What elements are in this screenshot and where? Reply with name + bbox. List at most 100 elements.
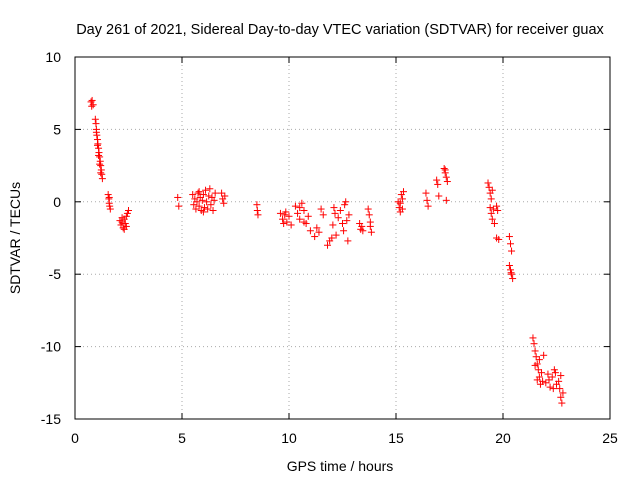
data-point (253, 206, 261, 214)
data-point (300, 206, 308, 214)
data-point (202, 186, 210, 194)
data-point (285, 212, 293, 220)
data-point (441, 166, 449, 174)
data-point (559, 389, 567, 397)
x-tick-label: 0 (71, 430, 79, 446)
data-point (399, 188, 407, 196)
data-point (494, 206, 502, 214)
data-point (195, 202, 203, 210)
data-point (336, 206, 344, 214)
data-point (193, 198, 201, 206)
x-axis-label: GPS time / hours (287, 458, 394, 474)
data-point (96, 160, 104, 168)
data-point (506, 266, 514, 274)
data-point (93, 141, 101, 149)
data-point (95, 151, 103, 159)
data-point (105, 193, 113, 201)
data-point (343, 217, 351, 225)
x-tick-label: 15 (388, 430, 404, 446)
data-point (174, 193, 182, 201)
data-point (535, 356, 543, 364)
data-point (313, 224, 321, 232)
data-point (122, 212, 130, 220)
data-point (358, 222, 366, 230)
data-point (279, 215, 287, 223)
data-point (315, 228, 323, 236)
data-point (324, 241, 332, 249)
data-point (538, 369, 546, 377)
data-point (507, 269, 515, 277)
data-point (549, 385, 557, 393)
data-point (98, 175, 106, 183)
data-point (331, 209, 339, 217)
data-point (545, 376, 553, 384)
plot-frame (74, 56, 611, 420)
data-point (548, 373, 556, 381)
data-point (298, 199, 306, 207)
data-point (199, 191, 207, 199)
data-point (485, 183, 493, 191)
data-point (345, 211, 353, 219)
data-point (550, 366, 558, 374)
x-tick-label: 25 (602, 430, 618, 446)
data-point (97, 169, 105, 177)
data-point (531, 361, 539, 369)
data-point (119, 224, 127, 232)
data-point (220, 199, 228, 207)
y-tick-label: 0 (53, 194, 61, 210)
data-point (493, 202, 501, 210)
data-point (206, 185, 214, 193)
data-point (434, 180, 442, 188)
data-points (87, 96, 567, 407)
data-point (291, 202, 299, 210)
data-point (364, 205, 372, 213)
data-point (332, 231, 340, 239)
data-point (539, 377, 547, 385)
data-point (557, 393, 565, 401)
data-point (489, 205, 497, 213)
data-point (531, 347, 539, 355)
data-point (509, 275, 517, 283)
data-point (339, 220, 346, 228)
data-point (300, 218, 308, 226)
data-point (198, 196, 206, 204)
data-point (534, 366, 542, 374)
data-point (330, 204, 338, 212)
data-point (207, 201, 215, 209)
data-point (442, 173, 450, 181)
data-point (366, 222, 374, 230)
data-point (435, 192, 443, 200)
data-point (96, 153, 104, 161)
data-point (424, 202, 432, 210)
data-point (287, 221, 295, 229)
data-point (555, 377, 563, 385)
data-point (311, 233, 319, 241)
grid (75, 57, 610, 419)
data-point (556, 385, 564, 393)
data-point (200, 204, 208, 212)
data-point (532, 353, 540, 361)
data-point (344, 237, 352, 245)
data-point (529, 334, 537, 342)
data-point (282, 208, 290, 216)
data-point (317, 205, 325, 213)
data-point (506, 240, 514, 248)
data-point (121, 220, 129, 228)
data-point (254, 211, 262, 219)
data-point (340, 227, 348, 235)
y-tick-label: 5 (53, 121, 61, 137)
data-point (125, 206, 132, 214)
data-point (440, 164, 448, 172)
data-point (396, 199, 404, 207)
y-tick-label: -15 (41, 411, 61, 427)
data-point (544, 370, 552, 378)
data-point (540, 351, 548, 359)
data-point (306, 227, 314, 235)
data-point (283, 218, 291, 226)
data-point (106, 202, 114, 210)
y-tick-label: -5 (49, 266, 62, 282)
data-point (334, 214, 342, 222)
data-point (304, 212, 312, 220)
data-point (487, 209, 495, 217)
data-point (486, 204, 494, 212)
